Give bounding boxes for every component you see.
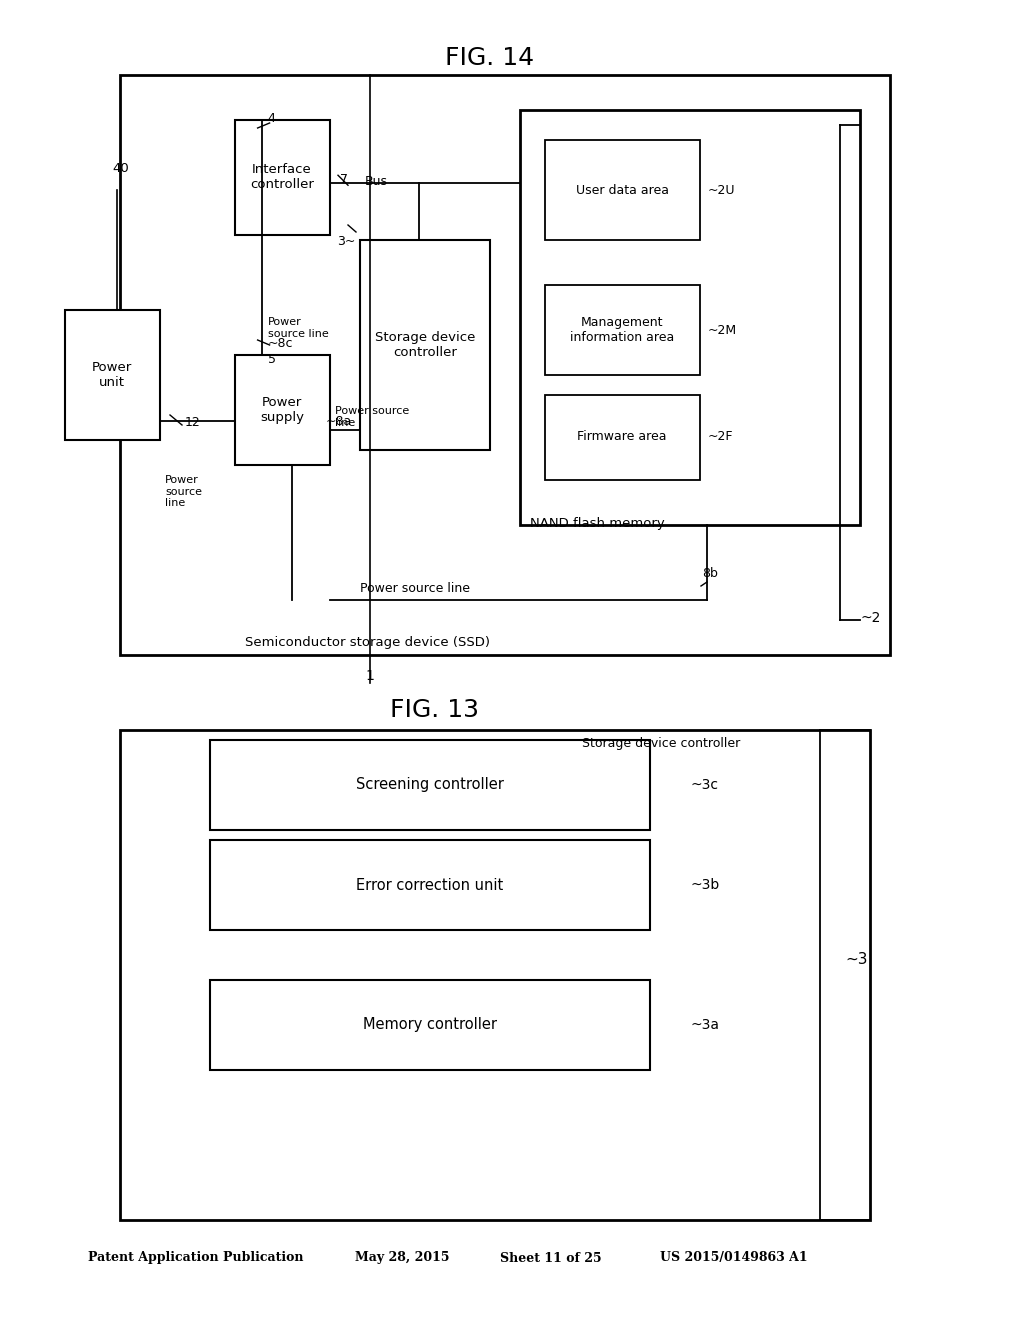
- Text: Firmware area: Firmware area: [578, 430, 667, 444]
- Text: ~2F: ~2F: [708, 430, 733, 444]
- Text: ~2: ~2: [860, 611, 881, 624]
- Text: 12: 12: [185, 416, 201, 429]
- Text: Power source line: Power source line: [360, 582, 470, 595]
- Bar: [120, 730, 870, 1220]
- Bar: [545, 140, 700, 240]
- Text: Power
source line: Power source line: [267, 317, 329, 339]
- Bar: [65, 310, 160, 440]
- Bar: [545, 285, 700, 375]
- Bar: [210, 741, 650, 830]
- Bar: [520, 110, 860, 525]
- Text: Patent Application Publication: Patent Application Publication: [88, 1251, 303, 1265]
- Text: 7: 7: [340, 173, 348, 186]
- Text: May 28, 2015: May 28, 2015: [355, 1251, 450, 1265]
- Bar: [210, 840, 650, 931]
- Text: 3~: 3~: [337, 235, 355, 248]
- Text: NAND flash memory: NAND flash memory: [530, 517, 665, 531]
- Text: 8b: 8b: [702, 568, 718, 579]
- Text: Sheet 11 of 25: Sheet 11 of 25: [500, 1251, 602, 1265]
- Text: Semiconductor storage device (SSD): Semiconductor storage device (SSD): [245, 636, 490, 649]
- Text: ~3a: ~3a: [690, 1018, 719, 1032]
- Text: User data area: User data area: [575, 183, 669, 197]
- Text: Error correction unit: Error correction unit: [356, 878, 504, 892]
- Text: ~2U: ~2U: [708, 183, 735, 197]
- Text: Storage device
controller: Storage device controller: [375, 331, 475, 359]
- Text: 40: 40: [112, 162, 129, 176]
- Text: US 2015/0149863 A1: US 2015/0149863 A1: [660, 1251, 808, 1265]
- Text: ~3: ~3: [845, 953, 867, 968]
- Text: Power
source
line: Power source line: [165, 475, 202, 508]
- Text: ~3c: ~3c: [690, 777, 718, 792]
- Text: ~8c: ~8c: [267, 337, 293, 350]
- Text: ~8a: ~8a: [326, 414, 352, 428]
- Bar: [210, 979, 650, 1071]
- Bar: [360, 240, 490, 450]
- Text: ~2M: ~2M: [708, 323, 737, 337]
- Text: ~3b: ~3b: [690, 878, 719, 892]
- Text: Management
information area: Management information area: [570, 315, 674, 345]
- Text: 1: 1: [366, 669, 375, 682]
- Text: Bus: Bus: [365, 176, 388, 189]
- Text: Power source
line: Power source line: [335, 407, 410, 428]
- Text: FIG. 13: FIG. 13: [390, 698, 479, 722]
- Text: Memory controller: Memory controller: [362, 1018, 497, 1032]
- Text: Interface
controller: Interface controller: [250, 162, 314, 191]
- Bar: [234, 120, 330, 235]
- Bar: [234, 355, 330, 465]
- Text: Power
unit: Power unit: [92, 360, 132, 389]
- Bar: [120, 75, 890, 655]
- Text: FIG. 14: FIG. 14: [445, 46, 535, 70]
- Text: 5: 5: [267, 352, 275, 366]
- Text: Storage device controller: Storage device controller: [582, 737, 740, 750]
- Text: Power
supply: Power supply: [260, 396, 304, 424]
- Bar: [545, 395, 700, 480]
- Text: 4: 4: [267, 112, 275, 125]
- Text: Screening controller: Screening controller: [356, 777, 504, 792]
